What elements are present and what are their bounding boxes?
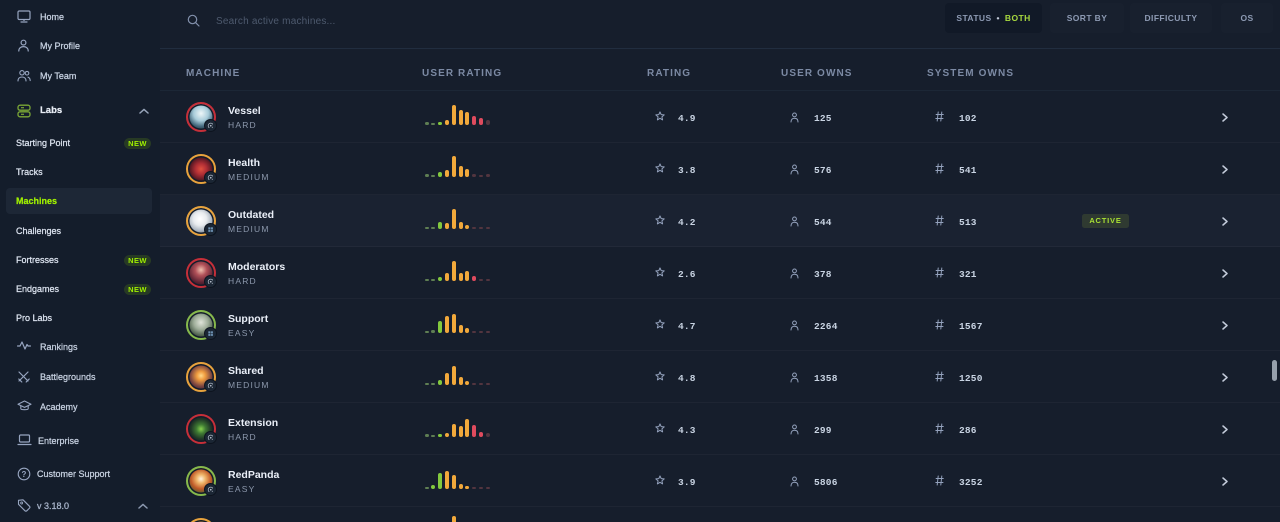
svg-text:?: ? xyxy=(22,470,27,479)
